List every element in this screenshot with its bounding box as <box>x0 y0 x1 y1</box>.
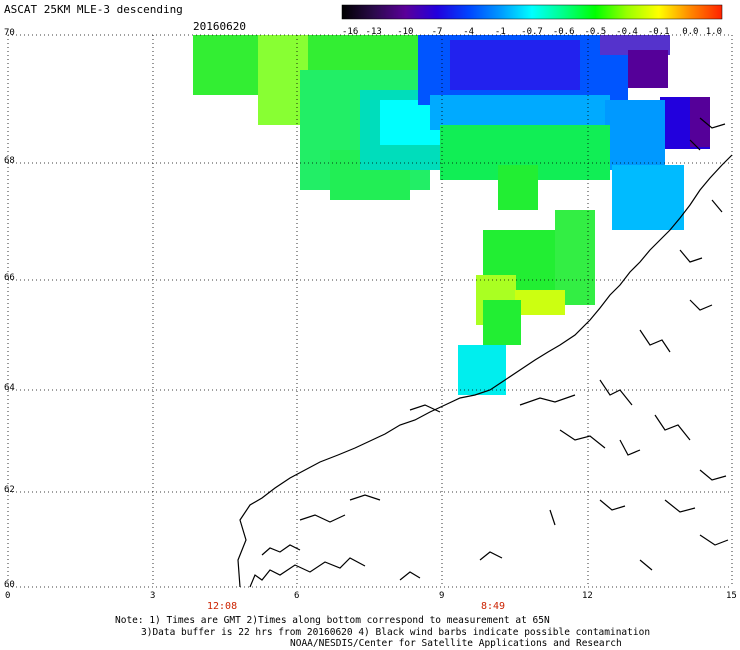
note-line-2: 3)Data buffer is 22 hrs from 20160620 4)… <box>141 627 651 638</box>
lat-label-60: 60 <box>4 580 15 590</box>
colorbar-label: -0.4 <box>616 27 638 37</box>
colorbar-label: -0.5 <box>584 27 606 37</box>
colorbar-gradient <box>341 4 723 20</box>
colorbar-label: -4 <box>463 27 474 37</box>
lon-label-12: 12 <box>582 591 593 601</box>
colorbar-label: -1 <box>495 27 506 37</box>
note-line-3: NOAA/NESDIS/Center for Satellite Applica… <box>290 638 622 649</box>
lat-label-66: 66 <box>4 273 15 283</box>
map-date: 20160620 <box>193 20 246 33</box>
map-title: ASCAT 25KM MLE-3 descending <box>4 3 183 16</box>
colorbar-label: -7 <box>432 27 443 37</box>
lon-label-0: 0 <box>5 591 11 601</box>
wind-data-swath <box>193 35 710 395</box>
colorbar-label: -0.7 <box>521 27 543 37</box>
lat-label-64: 64 <box>4 383 15 393</box>
colorbar-label: 1.0 <box>706 27 722 37</box>
note-line-1: Note: 1) Times are GMT 2)Times along bot… <box>115 615 550 626</box>
colorbar-label: 0.0 <box>682 27 698 37</box>
colorbar-label: -0.1 <box>648 27 670 37</box>
graticule <box>7 34 733 588</box>
lon-label-6: 6 <box>294 591 300 601</box>
lat-label-62: 62 <box>4 485 15 495</box>
lon-label-15: 15 <box>726 591 737 601</box>
colorbar-label: -13 <box>366 27 382 37</box>
colorbar: -16 -13 -10 -7 -4 -1 -0.7 -0.6 -0.5 -0.4 -0.1 0.0 1.… <box>341 4 723 37</box>
lon-label-9: 9 <box>439 591 445 601</box>
colorbar-label: -0.6 <box>553 27 575 37</box>
colorbar-label: -10 <box>397 27 413 37</box>
lon-label-3: 3 <box>150 591 156 601</box>
colorbar-label: -16 <box>342 27 358 37</box>
pass-time-2: 8:49 <box>481 601 506 612</box>
coastline <box>237 117 733 588</box>
pass-time-1: 12:08 <box>207 601 238 612</box>
lat-label-68: 68 <box>4 156 15 166</box>
lat-label-70: 70 <box>4 28 15 38</box>
